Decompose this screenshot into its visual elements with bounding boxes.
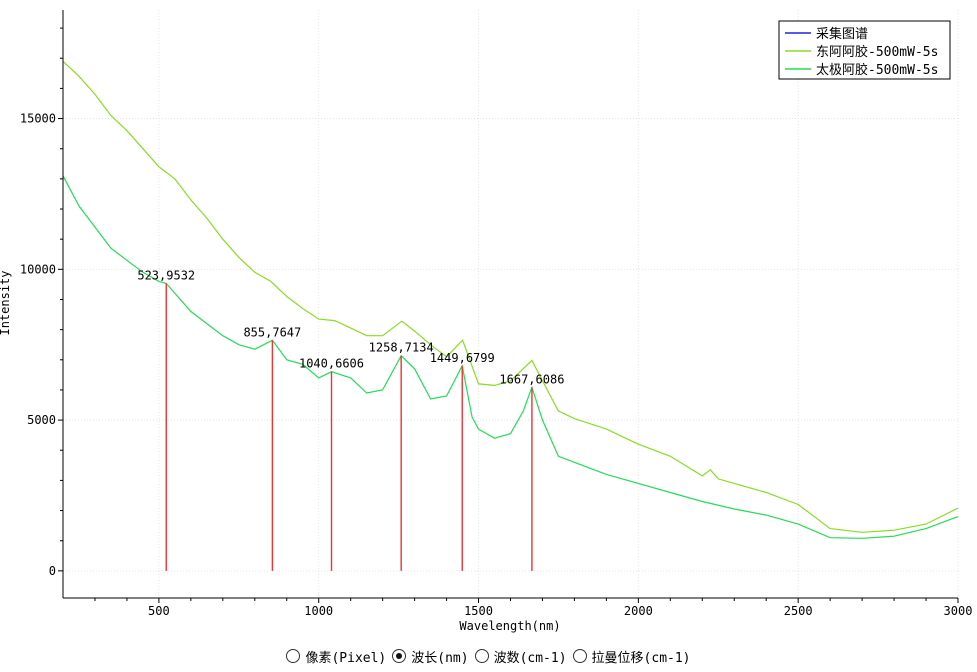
y-tick-label: 15000 xyxy=(20,112,56,126)
y-tick-label: 10000 xyxy=(20,262,56,276)
y-tick-label: 0 xyxy=(49,564,56,578)
x-tick-label: 3000 xyxy=(944,604,973,618)
radio-button[interactable] xyxy=(572,649,587,663)
peak-label-5: 1667,6086 xyxy=(499,372,564,386)
mode-option-label: 拉曼位移(cm-1) xyxy=(591,650,691,666)
y-tick-label: 5000 xyxy=(27,413,56,427)
mode-option-label: 波数(cm-1) xyxy=(493,650,567,666)
radio-button[interactable] xyxy=(286,649,301,663)
series-line-2 xyxy=(62,175,959,539)
peak-label-2: 1040,6606 xyxy=(299,357,364,371)
mode-option-label: 像素(Pixel) xyxy=(305,650,387,666)
x-tick-label: 1500 xyxy=(464,604,493,618)
peak-label-4: 1449,6799 xyxy=(430,351,495,365)
legend-entry-0: 采集图谱 xyxy=(816,26,868,42)
mode-option-3[interactable]: 拉曼位移(cm-1) xyxy=(572,647,691,666)
axes: 500 1000 1500 2000 2500 3000 0 5000 10000 15000 xyxy=(20,10,973,618)
x-tick-label: 2000 xyxy=(624,604,653,618)
mode-option-2[interactable]: 波数(cm-1) xyxy=(474,647,567,666)
peak-label-3: 1258,7134 xyxy=(369,341,434,355)
spectrum-chart: 523,9532 855,7647 1040,6606 1258,71341449,6… xyxy=(0,10,973,633)
series-lines xyxy=(62,60,959,539)
series-line-1 xyxy=(62,60,959,533)
x-tick-label: 2500 xyxy=(784,604,813,618)
mode-option-1[interactable]: 波长(nm) xyxy=(392,647,469,666)
legend-entry-1: 东阿阿胶-500mW-5s xyxy=(816,44,938,60)
display-mode-selector: 像素(Pixel) 波长(nm) 波数(cm-1) 拉曼位移(cm-1) xyxy=(0,644,977,668)
peak-markers: 523,9532 855,7647 1040,6606 1258,71341449,6… xyxy=(137,268,564,571)
legend-entry-2: 太极阿胶-500mW-5s xyxy=(816,62,938,78)
peak-label-1: 855,7647 xyxy=(243,325,301,339)
y-axis-title: Intensity xyxy=(0,270,12,335)
mode-option-0[interactable]: 像素(Pixel) xyxy=(286,647,386,666)
peak-label-0: 523,9532 xyxy=(137,268,195,282)
x-tick-label: 1000 xyxy=(304,604,333,618)
radio-button[interactable] xyxy=(392,649,407,663)
x-tick-label: 500 xyxy=(148,604,170,618)
grid xyxy=(63,10,959,598)
radio-button[interactable] xyxy=(474,649,489,663)
x-axis-title: Wavelength(nm) xyxy=(459,619,560,633)
mode-option-label: 波长(nm) xyxy=(411,650,469,666)
